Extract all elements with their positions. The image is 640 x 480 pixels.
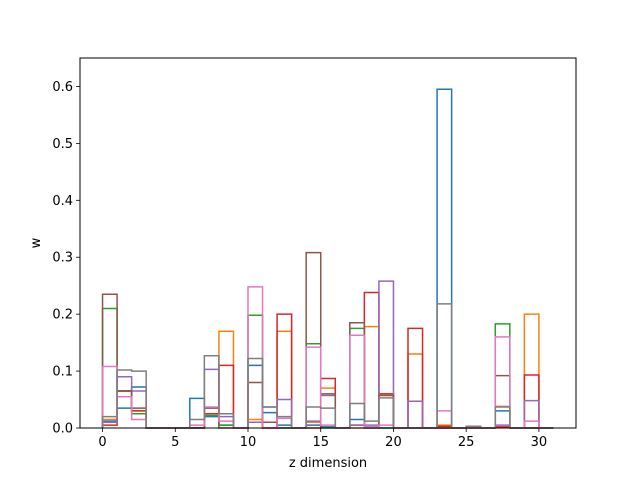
- y-tick-label: 0.6: [52, 80, 73, 95]
- x-tick-label: 5: [171, 435, 179, 450]
- plot-frame: [79, 57, 577, 429]
- y-tick-label: 0.2: [52, 308, 73, 323]
- x-tick-label: 20: [385, 435, 402, 450]
- y-tick-label: 0.4: [52, 194, 73, 209]
- histogram-series-5: [101, 280, 554, 429]
- histogram-series-6: [101, 251, 554, 429]
- series-layer: [101, 88, 554, 429]
- histogram-series-8: [101, 303, 554, 429]
- x-tick-label: 0: [98, 435, 106, 450]
- x-tick-label: 15: [312, 435, 329, 450]
- y-axis-ticks: 0.0 0.1 0.2 0.3 0.4 0.5 0.6: [52, 80, 80, 437]
- x-axis-ticks: 0 5 10 15 20 25 30: [98, 428, 547, 450]
- x-axis-label: z dimension: [289, 456, 367, 471]
- y-tick-label: 0.5: [52, 137, 73, 152]
- histogram-series-1: [101, 88, 554, 429]
- histogram-series-7: [101, 286, 554, 429]
- y-tick-label: 0.0: [52, 422, 73, 437]
- y-axis-label: w: [29, 237, 44, 248]
- histogram-series-2: [101, 313, 554, 429]
- y-tick-label: 0.3: [52, 251, 73, 266]
- x-tick-label: 30: [531, 435, 548, 450]
- histogram-series-3: [101, 307, 554, 429]
- x-tick-label: 10: [240, 435, 257, 450]
- x-tick-label: 25: [458, 435, 475, 450]
- y-tick-label: 0.1: [52, 365, 73, 380]
